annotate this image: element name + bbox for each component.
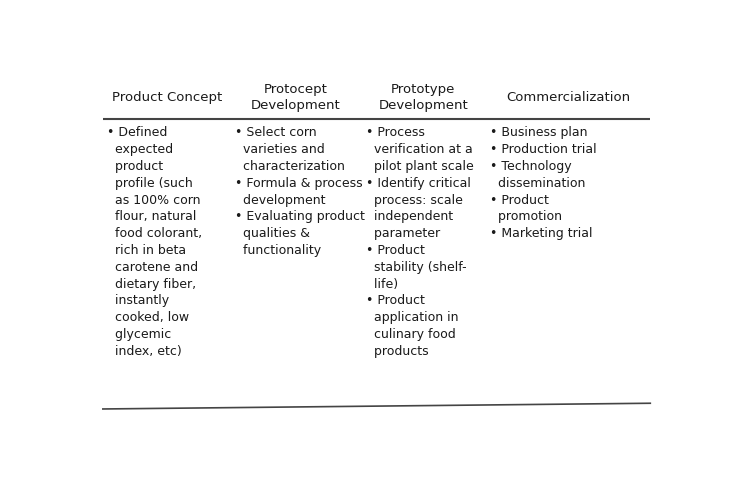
Text: Prototype
Development: Prototype Development	[378, 83, 468, 112]
Text: • Defined
  expected
  product
  profile (such
  as 100% corn
  flour, natural
 : • Defined expected product profile (such…	[108, 126, 203, 358]
Text: Commercialization: Commercialization	[506, 91, 630, 104]
Text: • Business plan
• Production trial
• Technology
  dissemination
• Product
  prom: • Business plan • Production trial • Tec…	[490, 126, 597, 240]
Text: • Select corn
  varieties and
  characterization
• Formula & process
  developme: • Select corn varieties and characteriza…	[235, 126, 365, 257]
Text: Protocept
Development: Protocept Development	[251, 83, 340, 112]
Text: Product Concept: Product Concept	[111, 91, 222, 104]
Text: • Process
  verification at a
  pilot plant scale
• Identify critical
  process:: • Process verification at a pilot plant …	[365, 126, 474, 358]
